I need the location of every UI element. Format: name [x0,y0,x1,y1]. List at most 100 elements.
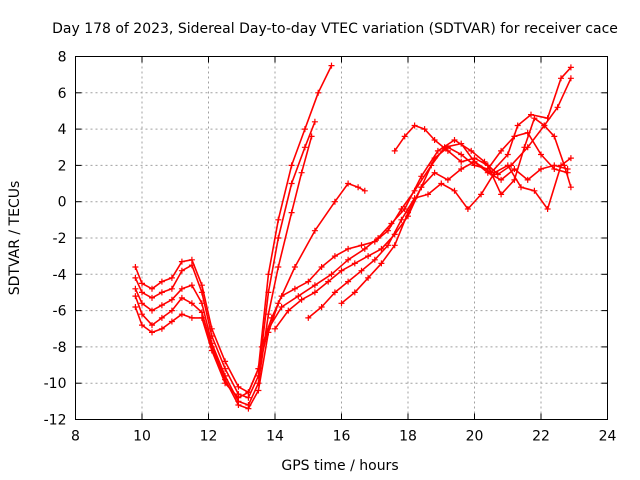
data-point-marker [132,274,139,281]
data-point-marker [275,235,282,241]
data-point-marker [198,289,205,296]
y-tick-label: -8 [53,340,67,356]
data-point-marker [421,126,428,133]
data-point-marker [311,282,318,289]
series-line [134,135,313,406]
data-point-marker [544,115,551,122]
data-point-marker [265,311,272,318]
data-point-marker [288,180,295,187]
data-point-marker [365,274,372,281]
data-point-marker [498,147,505,154]
data-point-marker [139,289,145,296]
x-tick-label: 24 [599,429,617,445]
data-point-marker [275,216,282,223]
data-point-marker [365,253,372,260]
x-tick-label: 12 [200,429,218,445]
data-point-marker [158,289,165,296]
data-point-marker [358,242,365,249]
x-tick-label: 16 [333,429,351,445]
data-point-marker [491,169,498,176]
y-tick-label: -2 [53,231,67,247]
data-point-marker [158,278,165,285]
data-point-marker [139,311,145,318]
data-point-marker [222,365,229,372]
series-track-1 [132,62,335,396]
data-point-marker [511,133,518,140]
y-tick-label: 4 [58,122,67,138]
y-tick-label: 0 [58,195,67,211]
data-point-marker [345,180,352,187]
data-point-marker [291,285,298,292]
series-track-8 [305,155,574,321]
data-point-marker [531,115,538,122]
data-point-marker [235,394,242,401]
data-point-marker [331,289,338,296]
data-point-marker [351,289,358,296]
data-point-marker [288,162,295,169]
data-point-marker [494,171,501,178]
data-point-marker [168,296,175,303]
data-point-marker [178,294,185,301]
data-point-marker [518,184,524,191]
data-point-marker [345,256,352,263]
data-point-marker [288,209,295,216]
data-point-marker [425,191,431,198]
data-point-marker [444,176,451,183]
data-point-marker [178,267,185,274]
data-point-marker [311,289,318,296]
x-tick-label: 10 [133,429,151,445]
data-point-marker [338,300,345,307]
series-track-6 [258,64,574,350]
data-point-marker [398,206,405,212]
data-point-marker [531,187,538,194]
data-point-marker [132,293,139,300]
data-point-marker [521,144,528,151]
data-point-marker [431,137,438,143]
data-point-marker [511,176,518,183]
series-line [260,66,572,348]
data-point-marker [538,151,544,158]
data-point-marker [208,347,215,354]
data-point-marker [478,191,485,198]
data-point-marker [245,405,252,412]
data-point-marker [431,169,438,176]
data-point-marker [188,256,195,263]
series-track-3 [132,133,315,408]
data-point-marker [188,282,195,289]
data-point-marker [551,162,558,169]
data-point-marker [385,227,391,234]
data-point-marker [484,162,491,169]
data-point-marker [471,155,478,162]
data-point-marker [458,158,465,165]
data-point-marker [258,343,265,350]
data-point-marker [361,245,368,252]
data-point-marker [401,133,408,140]
data-point-marker [298,296,305,303]
data-point-marker [139,322,145,329]
data-point-marker [431,155,438,162]
data-point-marker [132,285,139,292]
data-point-marker [298,169,305,176]
series-track-10 [391,115,574,198]
data-point-marker [451,187,458,194]
data-point-marker [291,264,298,270]
data-point-marker [498,191,505,198]
data-point-marker [567,155,574,162]
data-point-marker [444,147,451,154]
data-point-marker [355,184,362,191]
data-point-marker [235,383,242,390]
x-axis-label: GPS time / hours [281,458,398,474]
x-tick-label: 22 [532,429,550,445]
data-point-marker [158,325,165,332]
series-line [340,161,569,305]
data-point-marker [198,314,205,321]
data-point-marker [178,258,185,265]
data-point-marker [149,307,155,314]
data-point-marker [378,245,385,252]
data-point-marker [528,111,534,118]
data-point-marker [411,187,418,194]
data-point-marker [541,122,548,129]
data-point-marker [358,267,365,274]
data-point-marker [268,314,275,321]
